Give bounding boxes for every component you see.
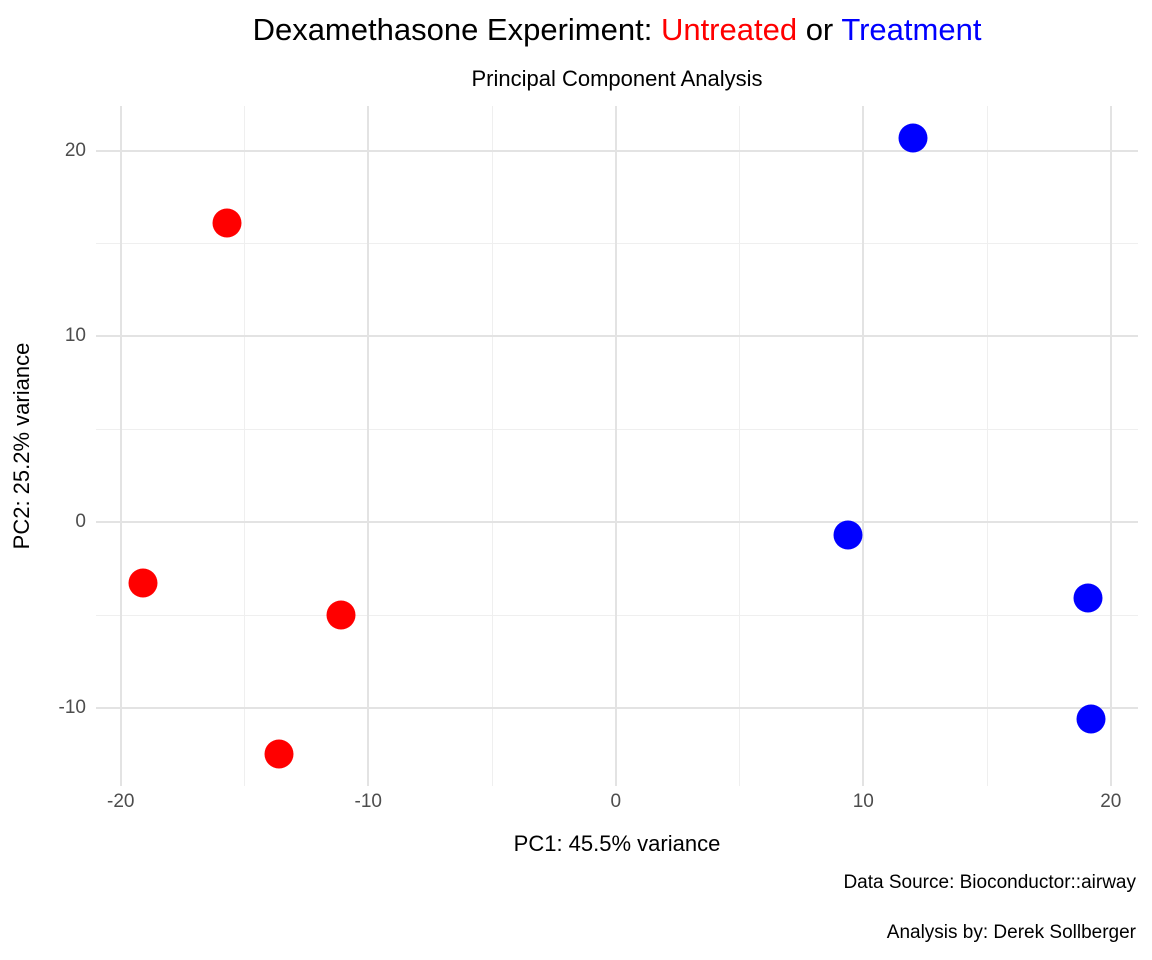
gridline-minor-h xyxy=(96,428,1138,430)
caption-data-source: Data Source: Bioconductor::airway xyxy=(843,872,1136,893)
gridline-minor-v xyxy=(986,106,988,786)
x-axis-tick-label: -20 xyxy=(107,791,135,812)
x-axis-tick-label: 0 xyxy=(610,791,622,812)
chart-subtitle: Principal Component Analysis xyxy=(471,66,763,91)
data-point-untreated xyxy=(264,739,294,769)
gridline-major-v xyxy=(862,106,865,786)
y-axis-tick-label: 20 xyxy=(64,139,86,161)
caption: Data Source: Bioconductor::airway Analys… xyxy=(843,871,1136,945)
caption-analysis-by: Analysis by: Derek Sollberger xyxy=(886,922,1136,943)
plot-panel xyxy=(96,106,1138,786)
gridline-major-h xyxy=(96,335,1138,338)
data-point-treatment xyxy=(898,123,928,153)
gridline-minor-h xyxy=(96,614,1138,616)
gridline-minor-v xyxy=(739,106,740,786)
gridline-minor-v xyxy=(491,106,493,786)
y-axis-tick-label: 10 xyxy=(64,325,86,347)
x-axis-tick-label: -10 xyxy=(354,791,382,812)
y-axis-tick-label: 0 xyxy=(75,511,86,533)
gridline-major-v xyxy=(367,106,370,786)
data-point-treatment xyxy=(1073,583,1103,613)
data-point-treatment xyxy=(833,520,863,550)
y-axis-title: PC2: 25.2% variance xyxy=(9,342,34,550)
chart-title-part2: or xyxy=(797,12,842,47)
gridline-major-v xyxy=(119,106,122,786)
gridline-minor-v xyxy=(244,106,245,786)
chart-title-untreated: Untreated xyxy=(660,12,798,47)
x-axis-tick-label: 20 xyxy=(1100,791,1122,812)
gridline-major-v xyxy=(1109,106,1112,786)
x-axis-tick-label: 10 xyxy=(852,791,874,812)
x-axis-title: PC1: 45.5% variance xyxy=(513,831,721,856)
data-point-untreated xyxy=(212,208,242,238)
data-point-untreated xyxy=(326,600,356,630)
data-point-untreated xyxy=(128,568,158,598)
chart-title-treatment: Treatment xyxy=(841,12,982,47)
gridline-major-v xyxy=(614,106,617,786)
data-point-treatment xyxy=(1076,704,1106,734)
gridline-major-h xyxy=(96,149,1138,152)
gridline-major-h xyxy=(96,521,1138,524)
gridline-major-h xyxy=(96,706,1138,709)
chart-title-part1: Dexamethasone Experiment: xyxy=(252,12,661,47)
chart-title: Dexamethasone Experiment: Untreated or T… xyxy=(96,12,1138,48)
y-axis-tick-label: -10 xyxy=(58,696,86,718)
gridline-minor-h xyxy=(96,242,1138,244)
